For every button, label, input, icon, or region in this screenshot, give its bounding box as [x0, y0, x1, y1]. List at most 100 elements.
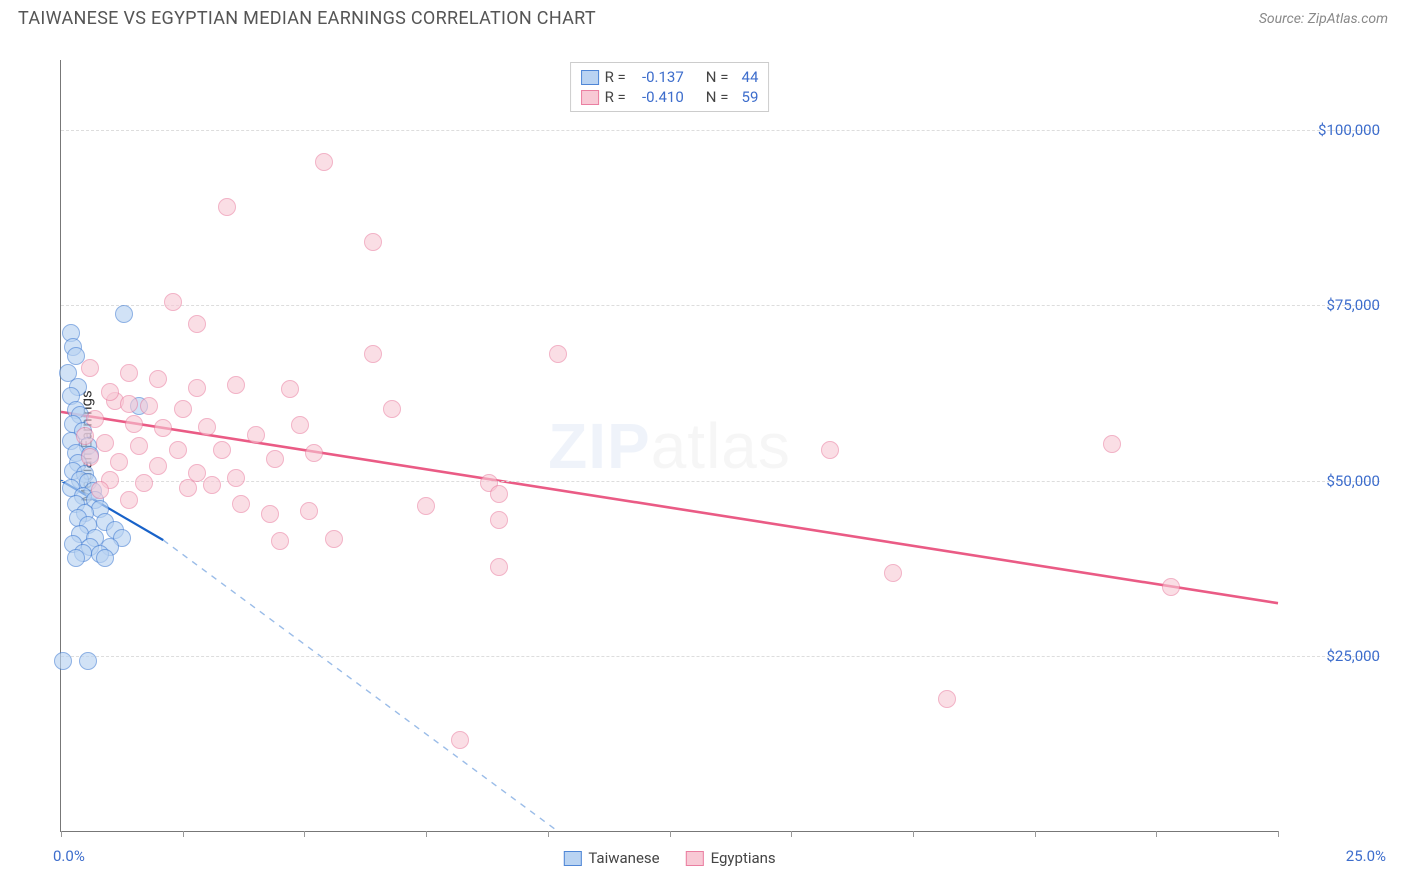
x-tick [426, 831, 427, 837]
legend-entry-egyptians: Egyptians [686, 849, 776, 867]
data-point [164, 293, 182, 311]
data-point [130, 437, 148, 455]
x-tick [61, 831, 62, 837]
data-point [188, 379, 206, 397]
legend-entry-taiwanese: Taiwanese [563, 849, 659, 867]
data-point [1103, 435, 1121, 453]
r-value-egyptians: -0.410 [632, 88, 684, 106]
swatch-taiwanese [563, 851, 581, 866]
plot-area: Median Earnings R = -0.137 N = 44 R = -0… [60, 60, 1278, 832]
data-point [174, 400, 192, 418]
data-point [135, 474, 153, 492]
data-point [81, 359, 99, 377]
data-point [76, 427, 94, 445]
data-point [261, 505, 279, 523]
n-label: N = [706, 68, 729, 86]
series-legend: Taiwanese Egyptians [563, 849, 775, 867]
data-point [54, 652, 72, 670]
data-point [179, 479, 197, 497]
data-point [247, 426, 265, 444]
y-tick-label: $25,000 [1280, 647, 1380, 665]
x-tick [183, 831, 184, 837]
data-point [115, 305, 133, 323]
x-axis-min-label: 0.0% [53, 847, 85, 865]
data-point [266, 450, 284, 468]
data-point [169, 441, 187, 459]
data-point [213, 441, 231, 459]
data-point [291, 416, 309, 434]
data-point [884, 564, 902, 582]
n-label: N = [706, 88, 729, 106]
gridline [61, 305, 1380, 306]
data-point [1162, 578, 1180, 596]
data-point [271, 532, 289, 550]
data-point [149, 457, 167, 475]
data-point [154, 419, 172, 437]
x-tick [791, 831, 792, 837]
n-value-taiwanese: 44 [734, 68, 758, 86]
trendline-extrapolated [163, 540, 557, 831]
data-point [364, 233, 382, 251]
data-point [110, 453, 128, 471]
data-point [300, 502, 318, 520]
data-point [490, 485, 508, 503]
gridline [61, 481, 1380, 482]
x-tick [304, 831, 305, 837]
data-point [188, 315, 206, 333]
x-tick [1156, 831, 1157, 837]
swatch-egyptians [686, 851, 704, 866]
r-label: R = [605, 68, 626, 86]
legend-row-taiwanese: R = -0.137 N = 44 [581, 67, 759, 87]
data-point [203, 476, 221, 494]
correlation-legend: R = -0.137 N = 44 R = -0.410 N = 59 [570, 62, 770, 112]
data-point [315, 153, 333, 171]
legend-row-egyptians: R = -0.410 N = 59 [581, 87, 759, 107]
data-point [120, 491, 138, 509]
y-tick-label: $50,000 [1280, 472, 1380, 490]
x-tick [548, 831, 549, 837]
x-tick [1035, 831, 1036, 837]
data-point [81, 448, 99, 466]
data-point [227, 376, 245, 394]
gridline [61, 656, 1380, 657]
data-point [79, 652, 97, 670]
data-point [549, 345, 567, 363]
data-point [218, 198, 236, 216]
data-point [938, 690, 956, 708]
data-point [96, 549, 114, 567]
source-attribution: Source: ZipAtlas.com [1259, 11, 1388, 27]
data-point [67, 549, 85, 567]
gridline [61, 130, 1380, 131]
legend-label-taiwanese: Taiwanese [588, 849, 659, 867]
swatch-taiwanese [581, 70, 599, 85]
chart-container: Median Earnings R = -0.137 N = 44 R = -0… [18, 40, 1388, 882]
data-point [325, 530, 343, 548]
swatch-egyptians [581, 90, 599, 105]
data-point [91, 481, 109, 499]
data-point [383, 400, 401, 418]
r-label: R = [605, 88, 626, 106]
legend-label-egyptians: Egyptians [711, 849, 776, 867]
chart-title: TAIWANESE VS EGYPTIAN MEDIAN EARNINGS CO… [18, 8, 596, 29]
data-point [821, 441, 839, 459]
data-point [490, 558, 508, 576]
data-point [86, 410, 104, 428]
data-point [149, 370, 167, 388]
data-point [96, 434, 114, 452]
data-point [451, 731, 469, 749]
x-tick [670, 831, 671, 837]
data-point [490, 511, 508, 529]
data-point [364, 345, 382, 363]
data-point [281, 380, 299, 398]
trendlines-svg [61, 60, 1278, 831]
y-tick-label: $75,000 [1280, 296, 1380, 314]
data-point [101, 383, 119, 401]
y-tick-label: $100,000 [1280, 121, 1380, 139]
x-tick [913, 831, 914, 837]
data-point [67, 347, 85, 365]
data-point [125, 415, 143, 433]
n-value-egyptians: 59 [734, 88, 758, 106]
x-axis-max-label: 25.0% [1346, 847, 1386, 865]
data-point [140, 397, 158, 415]
data-point [120, 395, 138, 413]
